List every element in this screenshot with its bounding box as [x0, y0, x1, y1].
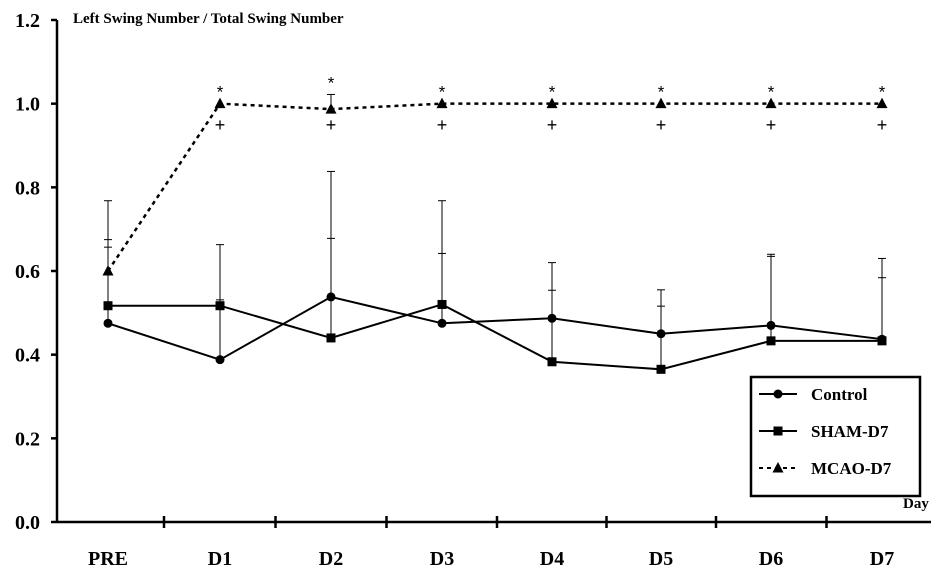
- significance-plus: +: [547, 115, 558, 135]
- x-tick-label: D7: [870, 548, 894, 568]
- data-point: [102, 265, 114, 276]
- y-tick-label: 0.8: [15, 177, 40, 199]
- data-point: [437, 318, 447, 328]
- axes: 0.0 0.2 0.4 0.6 0.8 1.0 1.2 PRE D1 D2 D3 D4 D5 D6 D7: [15, 10, 931, 568]
- y-tick-label: 0.2: [15, 428, 40, 450]
- x-tick-label: PRE: [88, 548, 128, 568]
- data-point: [103, 301, 113, 311]
- data-point: [325, 103, 337, 114]
- data-point: [214, 97, 226, 109]
- data-point: [656, 364, 666, 374]
- legend-label: SHAM-D7: [811, 422, 889, 441]
- legend-marker: [772, 462, 784, 473]
- significance-star: *: [328, 73, 335, 92]
- data-point: [326, 333, 336, 343]
- legend-marker: [773, 426, 783, 436]
- x-tick-label: D5: [649, 548, 673, 568]
- significance-star: *: [658, 83, 665, 102]
- data-point: [103, 318, 113, 328]
- data-point: [547, 357, 557, 367]
- data-point: [765, 97, 777, 109]
- legend: Control SHAM-D7 MCAO-D7: [749, 375, 922, 498]
- significance-star: *: [768, 83, 775, 102]
- data-point: [876, 97, 888, 109]
- legend-marker: [773, 389, 783, 399]
- significance-star: *: [879, 83, 886, 102]
- significance-star: *: [439, 83, 446, 102]
- data-point: [546, 97, 558, 109]
- x-tick-label: D6: [759, 548, 783, 568]
- y-tick-label: 1.2: [15, 10, 40, 32]
- y-tick-label: 0.4: [15, 345, 40, 367]
- significance-plus: +: [877, 115, 888, 135]
- data-point: [766, 336, 776, 346]
- significance-plus: +: [766, 115, 777, 135]
- data-point: [655, 97, 667, 109]
- data-point: [877, 336, 887, 346]
- legend-label: MCAO-D7: [811, 459, 892, 478]
- y-tick-label: 1.0: [15, 94, 40, 116]
- significance-plus: +: [215, 115, 226, 135]
- data-point: [437, 299, 447, 309]
- y-tick-label: 0.6: [15, 261, 40, 283]
- data-point: [215, 355, 225, 365]
- series-mcao-d7: [102, 93, 888, 276]
- series-sham-d7: [103, 200, 887, 374]
- significance-plus: +: [437, 115, 448, 135]
- series-control: [103, 170, 887, 365]
- significance-plus: +: [326, 115, 337, 135]
- x-axis-label: Day: [903, 496, 929, 512]
- y-axis-label: Left Swing Number / Total Swing Number: [73, 11, 344, 27]
- legend-entries: Control SHAM-D7 MCAO-D7: [759, 385, 892, 478]
- significance-star: *: [549, 83, 556, 102]
- series-line: [107, 295, 883, 361]
- data-point: [215, 301, 225, 311]
- significance-star: *: [217, 83, 224, 102]
- y-tick-label: 0.0: [15, 512, 40, 534]
- series-layer: [102, 93, 888, 374]
- legend-entry: SHAM-D7: [759, 422, 889, 441]
- x-tick-label: D4: [540, 548, 564, 568]
- x-tick-label: D3: [430, 548, 454, 568]
- x-tick-label: D2: [319, 548, 343, 568]
- series-line: [106, 102, 882, 272]
- series-line: [108, 303, 882, 371]
- data-point: [436, 97, 448, 109]
- annotation-layer: * * * * * * * + + + + + + +: [215, 73, 888, 135]
- legend-entry: MCAO-D7: [759, 459, 892, 478]
- x-tick-label: D1: [208, 548, 232, 568]
- legend-label: Control: [811, 385, 868, 404]
- significance-plus: +: [656, 115, 667, 135]
- legend-entry: Control: [759, 385, 868, 404]
